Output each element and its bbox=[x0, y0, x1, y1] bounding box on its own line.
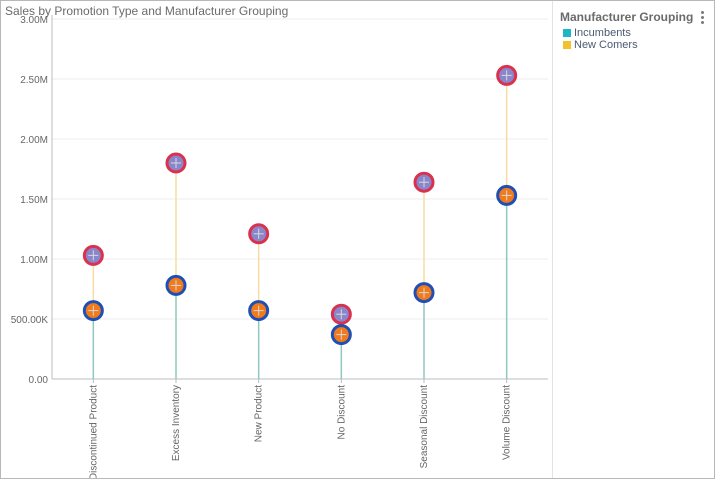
chart-title: Sales by Promotion Type and Manufacturer… bbox=[5, 4, 289, 18]
x-tick-label: New Product bbox=[254, 385, 265, 442]
more-options-icon[interactable] bbox=[699, 10, 707, 26]
y-tick-label: 500.00K bbox=[11, 315, 49, 326]
x-tick-label: No Discount bbox=[336, 385, 347, 440]
legend-label-new-comers: New Comers bbox=[574, 39, 638, 51]
new-comers-point[interactable] bbox=[165, 152, 187, 174]
x-tick-label: Excess Inventory bbox=[171, 385, 182, 461]
y-tick-label: 3.00M bbox=[20, 15, 48, 26]
y-tick-label: 1.00M bbox=[20, 255, 48, 266]
y-tick-label: 0.00 bbox=[29, 375, 49, 386]
new-comers-point[interactable] bbox=[496, 64, 518, 86]
legend-title: Manufacturer Grouping bbox=[560, 10, 694, 24]
incumbents-point[interactable] bbox=[496, 184, 518, 206]
legend: Manufacturer Grouping Incumbents New Com… bbox=[552, 1, 715, 478]
plot-area: 0.00 500.00K 1.00M 1.50M 2.00M 2.50M 3.00M Disc… bbox=[11, 15, 548, 478]
legend-item-new-comers[interactable]: New Comers bbox=[563, 39, 638, 51]
new-comers-point[interactable] bbox=[248, 223, 270, 245]
incumbents-point[interactable] bbox=[248, 300, 270, 322]
x-tick-label: Discontinued Product bbox=[88, 385, 99, 478]
new-comers-point[interactable] bbox=[82, 244, 104, 266]
y-tick-label: 2.00M bbox=[20, 135, 48, 146]
y-tick-label: 2.50M bbox=[20, 75, 48, 86]
incumbents-point[interactable] bbox=[165, 274, 187, 296]
new-comers-point[interactable] bbox=[330, 303, 352, 325]
incumbents-point[interactable] bbox=[330, 324, 352, 346]
legend-swatch-new-comers bbox=[563, 41, 571, 49]
legend-swatch-incumbents bbox=[563, 29, 571, 37]
x-tick-label: Seasonal Discount bbox=[419, 385, 430, 469]
incumbents-point[interactable] bbox=[82, 300, 104, 322]
legend-label-incumbents: Incumbents bbox=[574, 27, 631, 39]
legend-item-incumbents[interactable]: Incumbents bbox=[563, 27, 631, 39]
new-comers-point[interactable] bbox=[413, 171, 435, 193]
y-tick-label: 1.50M bbox=[20, 195, 48, 206]
incumbents-point[interactable] bbox=[413, 282, 435, 304]
x-tick-label: Volume Discount bbox=[502, 385, 513, 460]
